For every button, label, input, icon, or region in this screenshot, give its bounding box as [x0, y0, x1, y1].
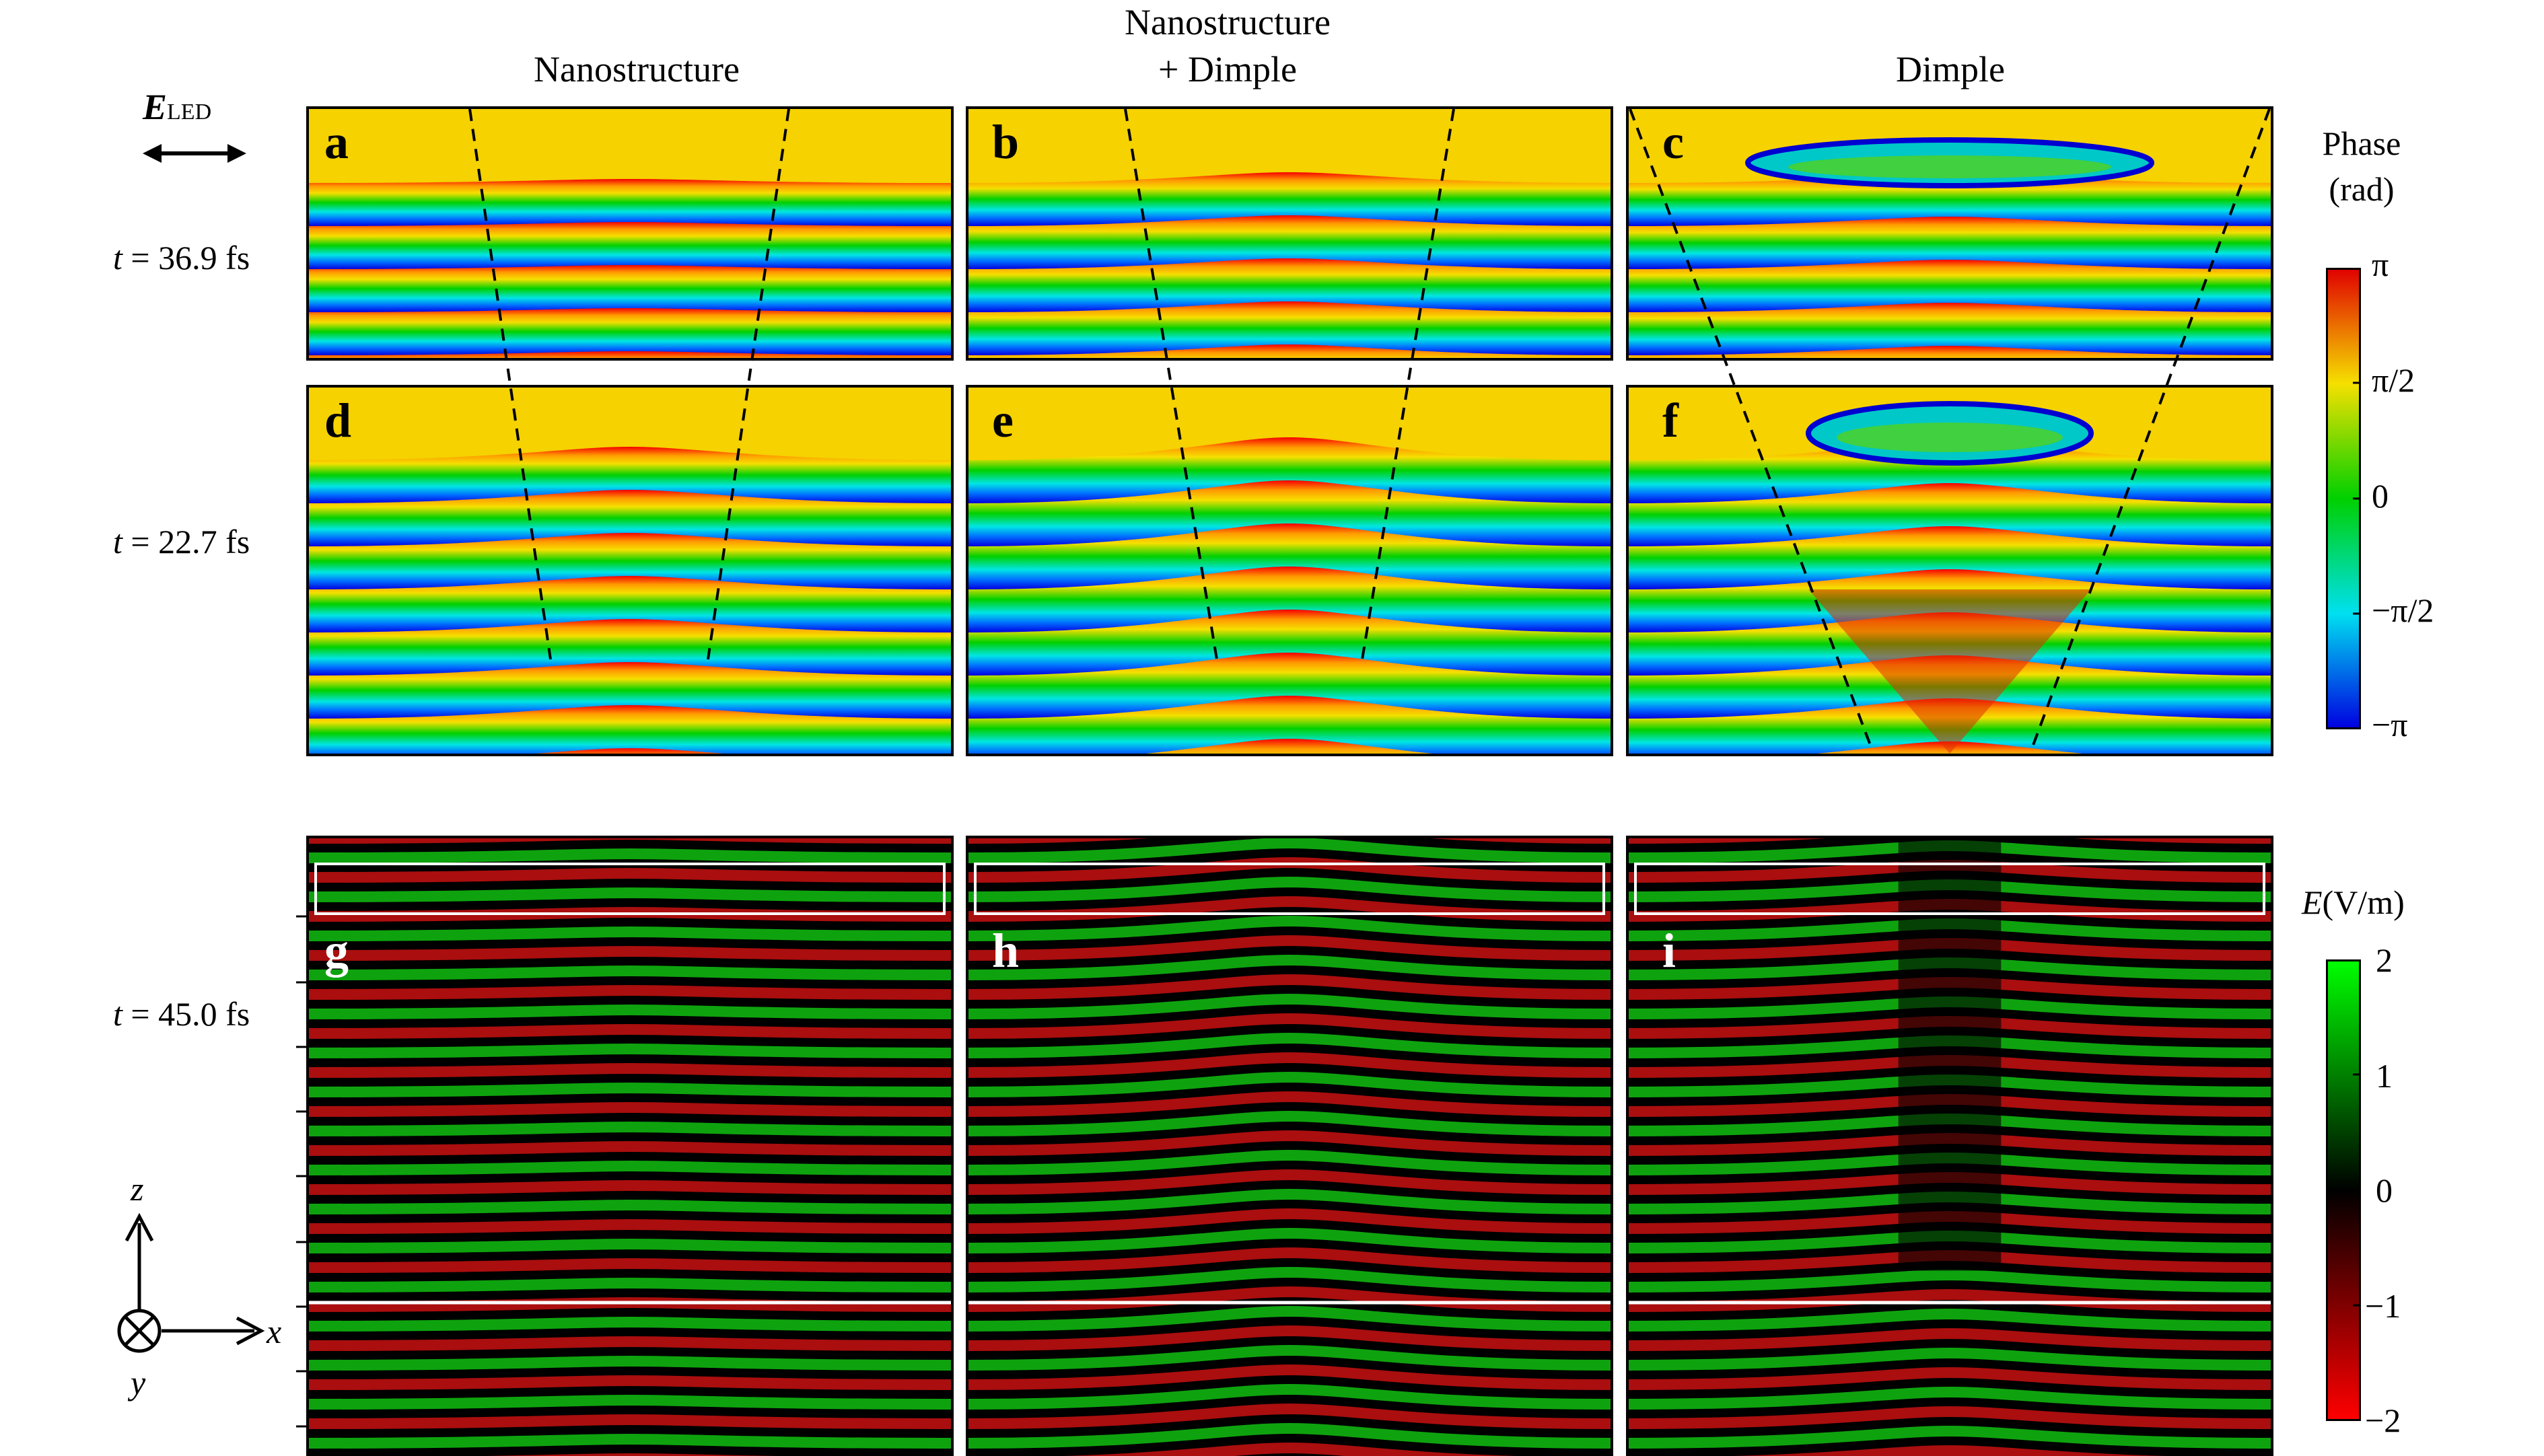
phase-colorbar-title-line1: Phase	[2322, 124, 2401, 162]
panel-e	[966, 385, 1613, 756]
panel-g	[306, 836, 954, 1456]
time-label-row3: t = 45.0 fs	[113, 995, 250, 1033]
axis-label-z: z	[131, 1170, 144, 1208]
pd-map	[309, 388, 951, 754]
panel-label-g: g	[324, 924, 349, 978]
field-tick-2: 2	[2376, 941, 2393, 979]
pf-map	[1629, 388, 2271, 754]
field-tick-neg1: −1	[2365, 1287, 2401, 1325]
field-tick-neg2: −2	[2365, 1402, 2401, 1439]
panel-label-i: i	[1662, 924, 1676, 978]
panel-label-f: f	[1662, 394, 1679, 447]
pe-map	[968, 388, 1611, 754]
time-label-row1: t = 36.9 fs	[113, 239, 250, 277]
ph-map	[968, 838, 1611, 1456]
axis-label-y: y	[131, 1364, 146, 1402]
field-label: ELED	[143, 87, 212, 127]
panel-a	[306, 106, 954, 361]
panel-label-e: e	[992, 394, 1014, 447]
pg-map	[309, 838, 951, 1456]
phase-tick-pi-half: π/2	[2372, 361, 2415, 399]
phase-colorbar-title-line2: (rad)	[2329, 170, 2395, 208]
column-title-nanostructure: Nanostructure	[534, 49, 740, 89]
panel-c	[1626, 106, 2273, 361]
field-tick-1: 1	[2376, 1057, 2393, 1095]
panel-label-b: b	[992, 115, 1020, 169]
panel-label-a: a	[324, 115, 349, 169]
pi-map	[1629, 838, 2271, 1456]
pc-map	[1629, 109, 2271, 358]
pb-map	[968, 109, 1611, 358]
phase-tick-pi: π	[2372, 246, 2389, 283]
time-label-row2: t = 22.7 fs	[113, 523, 250, 560]
phase-tick-neg-pi-half: −π/2	[2372, 591, 2434, 629]
phase-colorbar	[2326, 268, 2361, 729]
panel-label-d: d	[324, 394, 352, 447]
panel-label-h: h	[992, 924, 1020, 978]
column-title-nanostructure-dimple-line1: Nanostructure	[1125, 2, 1331, 42]
panel-f	[1626, 385, 2273, 756]
phase-tick-neg-pi: −π	[2372, 706, 2408, 743]
axis-label-x: x	[267, 1313, 282, 1350]
panel-b	[966, 106, 1613, 361]
phase-tick-zero: 0	[2372, 477, 2389, 515]
field-colorbar	[2326, 959, 2361, 1421]
column-title-nanostructure-dimple-line2: + Dimple	[1158, 49, 1297, 89]
panel-d	[306, 385, 954, 756]
panel-label-c: c	[1662, 115, 1684, 169]
field-tick-0: 0	[2376, 1171, 2393, 1209]
pa-map	[309, 109, 951, 358]
column-title-dimple: Dimple	[1896, 49, 2005, 89]
panel-i	[1626, 836, 2273, 1456]
field-colorbar-title: E(V/m)	[2302, 883, 2405, 921]
panel-h	[966, 836, 1613, 1456]
